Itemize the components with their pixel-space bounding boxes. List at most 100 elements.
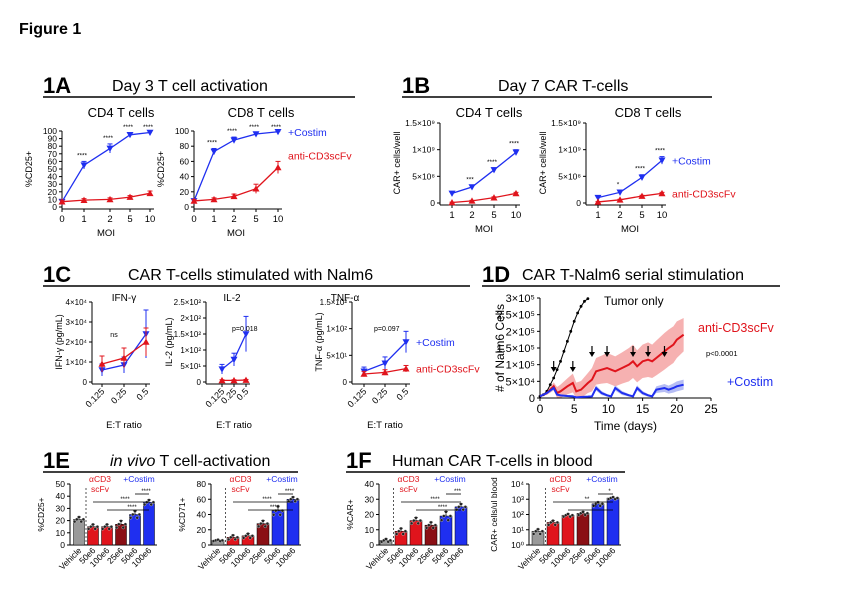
- y-tick-label: 20: [365, 510, 375, 520]
- y-tick-label: 60: [180, 156, 190, 166]
- arrow-head: [661, 352, 668, 357]
- y-axis-label: CAR+ cells/well: [392, 132, 402, 195]
- data-point: [402, 365, 410, 372]
- y-tick-label: 4×10⁴: [66, 298, 88, 307]
- y-tick-label: 20: [48, 187, 58, 197]
- data-point: [583, 513, 587, 517]
- data-point: [611, 495, 615, 499]
- x-tick-label: 1: [81, 214, 86, 225]
- x-tick-label: 0.25: [109, 386, 128, 405]
- x-tick-label: 0.5: [234, 386, 250, 402]
- y-tick-label: 10³: [512, 494, 524, 504]
- significance-label: *: [617, 182, 620, 189]
- chart-title: IFN-γ: [112, 293, 136, 304]
- bar: [576, 513, 590, 546]
- series-line: [451, 192, 517, 204]
- y-tick-label: 2.5×10²: [174, 298, 202, 307]
- series-line: [193, 167, 279, 202]
- significance-label: ***: [454, 489, 462, 495]
- panel-a-header: 1A Day 3 T cell activation: [43, 73, 355, 98]
- x-tick-label: 1: [595, 210, 600, 221]
- panel-a-title: Day 3 T cell activation: [112, 78, 268, 95]
- x-tick-label: 0.25: [370, 386, 389, 405]
- y-tick-label: 5×10⁴: [505, 376, 535, 388]
- x-tick-label: 10: [273, 214, 284, 225]
- data-point: [77, 515, 81, 519]
- data-point: [360, 370, 368, 377]
- data-point: [106, 195, 114, 203]
- series-line: [597, 192, 663, 203]
- panel-c-title: CAR T-cells stimulated with Nalm6: [128, 267, 373, 284]
- data-point: [531, 532, 536, 536]
- data-point: [569, 329, 573, 333]
- arrow-head: [588, 352, 595, 357]
- y-axis-label: IFN-γ (pg/mL): [54, 314, 64, 370]
- x-axis-label: E:T ratio: [216, 420, 252, 431]
- x-tick-label: 15: [636, 402, 650, 416]
- x-tick-label: 0.5: [134, 386, 150, 402]
- data-point: [58, 198, 66, 205]
- y-tick-label: 40: [56, 491, 66, 501]
- data-point: [218, 366, 226, 373]
- x-tick-label: 0: [191, 214, 196, 225]
- chart-a2: CD8 T cells 0 20 40 60 80 100 0 1 2 5 10 MOI %CD25+ +C…: [156, 105, 352, 239]
- data-point: [241, 536, 246, 540]
- x-axis-label: MOI: [475, 224, 493, 235]
- data-point: [384, 537, 388, 541]
- significance-label: ****: [143, 124, 154, 131]
- y-tick-label: 0: [60, 540, 65, 550]
- y-tick-label: 0: [529, 393, 535, 405]
- series-costim: [218, 315, 250, 374]
- x-tick-label: 20: [670, 402, 684, 416]
- data-point: [591, 504, 596, 508]
- x-tick-label: 2: [107, 214, 112, 225]
- data-point: [233, 537, 237, 542]
- series-label-tumor-only: Tumor only: [604, 294, 664, 308]
- group-label-costim: +Costim: [434, 474, 465, 484]
- significance-label: ****: [123, 124, 134, 131]
- data-point: [149, 502, 153, 507]
- data-point: [586, 297, 590, 301]
- y-tick-label: 1.5×10²: [320, 298, 348, 307]
- individual-points: [100, 522, 114, 531]
- data-point: [103, 525, 107, 529]
- data-point: [559, 359, 562, 363]
- data-point: [581, 510, 585, 514]
- individual-points: [211, 538, 225, 543]
- y-tick-label: 100: [175, 126, 189, 136]
- x-tick-label: 0.125: [83, 386, 106, 409]
- data-point: [397, 529, 401, 533]
- data-point: [555, 520, 560, 525]
- series-anti-cd3scfv: [218, 376, 250, 384]
- y-axis-label: %CD25+: [24, 151, 34, 187]
- data-point: [230, 356, 238, 364]
- data-point: [105, 522, 109, 527]
- data-point: [250, 534, 255, 538]
- group-label-acd3-line2: scFv: [232, 484, 251, 494]
- series-label: +Costim: [672, 155, 711, 167]
- group-label-acd3-line1: αCD3: [89, 474, 111, 484]
- data-point: [131, 512, 135, 517]
- x-tick-label: 0: [59, 214, 64, 225]
- panel-e-title-rest: T cell-activation: [155, 453, 270, 470]
- series-line: [61, 131, 151, 203]
- data-point: [79, 519, 83, 524]
- chart-title: CD4 T cells: [456, 105, 523, 120]
- series-costim: +Costim: [360, 330, 455, 376]
- y-tick-label: 5×10¹: [180, 362, 201, 371]
- series-costim: +Costim: [190, 127, 327, 205]
- data-point: [457, 505, 461, 509]
- arrow-head: [645, 352, 652, 357]
- individual-points: [606, 495, 620, 501]
- chart-c2: IL-205×10¹1×10²1.5×10²2×10²2.5×10²0.1250…: [164, 293, 258, 431]
- significance-label: ****: [271, 124, 282, 131]
- series-label: +Costim: [288, 127, 327, 139]
- significance-label: ****: [127, 505, 137, 511]
- data-point: [534, 529, 538, 533]
- y-axis-label: %CD71+: [177, 497, 187, 531]
- y-tick-label: 90: [48, 134, 58, 144]
- series-anti-cd3scfv: [448, 189, 520, 206]
- series-label: anti-CD3scFv: [288, 150, 352, 162]
- panel-a-label: 1A: [43, 73, 71, 98]
